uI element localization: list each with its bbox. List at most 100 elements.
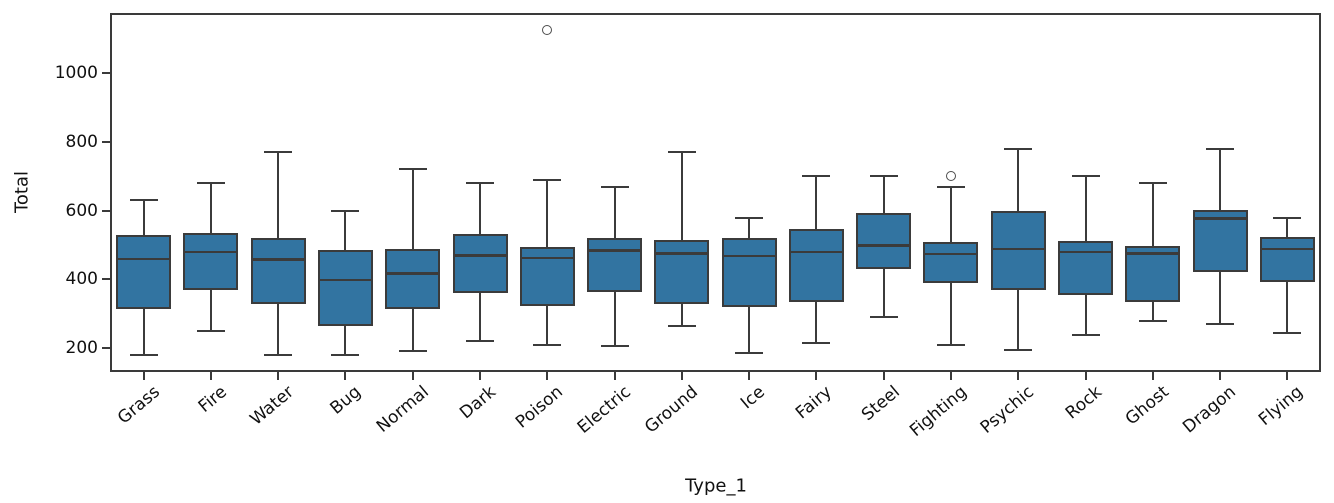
whisker-cap-high-grass	[129, 199, 158, 202]
median-fairy	[790, 250, 842, 254]
whisker-cap-high-water	[264, 151, 293, 154]
x-tick-label-ghost: Ghost	[1121, 382, 1173, 430]
x-tick-label-fighting: Fighting	[906, 382, 971, 441]
whisker-cap-high-bug	[331, 209, 360, 212]
y-tick-label: 600	[65, 200, 98, 221]
whisker-cap-high-ground	[667, 151, 696, 154]
x-tick-mark	[949, 372, 952, 380]
whisker-cap-low-dragon	[1206, 323, 1235, 326]
whisker-cap-low-dark	[466, 340, 495, 343]
y-tick-mark	[102, 278, 110, 281]
x-tick-mark	[142, 372, 145, 380]
y-tick-label: 400	[65, 269, 98, 290]
x-tick-label-psychic: Psychic	[976, 382, 1039, 438]
median-water	[252, 258, 304, 261]
median-dragon	[1194, 217, 1246, 220]
whisker-cap-low-electric	[600, 344, 629, 347]
x-tick-label-flying: Flying	[1255, 382, 1308, 431]
x-axis-label: Type_1	[685, 475, 747, 497]
x-tick-mark	[815, 372, 818, 380]
whisker-cap-high-steel	[869, 175, 898, 178]
x-tick-mark	[1219, 372, 1222, 380]
x-tick-mark	[209, 372, 212, 380]
x-tick-mark	[882, 372, 885, 380]
whisker-cap-low-water	[264, 354, 293, 357]
x-tick-mark	[1151, 372, 1154, 380]
median-grass	[118, 257, 170, 261]
x-tick-label-poison: Poison	[512, 382, 568, 433]
whisker-cap-high-ice	[735, 216, 764, 219]
x-tick-mark	[479, 372, 482, 380]
median-fire	[185, 250, 237, 254]
whisker-cap-high-poison	[533, 178, 562, 181]
median-electric	[589, 249, 641, 252]
whisker-cap-high-flying	[1273, 216, 1302, 219]
median-flying	[1261, 247, 1313, 251]
x-tick-mark	[1017, 372, 1020, 380]
x-tick-label-grass: Grass	[113, 382, 164, 429]
median-fighting	[925, 252, 977, 256]
box-electric	[587, 238, 643, 292]
x-tick-label-normal: Normal	[372, 382, 433, 437]
y-tick-mark	[102, 209, 110, 212]
box-rock	[1058, 240, 1114, 295]
y-tick-mark	[102, 72, 110, 75]
x-tick-mark	[546, 372, 549, 380]
plot-area	[110, 13, 1321, 372]
box-fairy	[788, 228, 844, 303]
box-poison	[519, 246, 575, 306]
box-bug	[317, 249, 373, 326]
whisker-cap-low-steel	[869, 315, 898, 318]
x-tick-label-ice: Ice	[737, 382, 769, 414]
x-tick-label-ground: Ground	[640, 382, 702, 438]
box-ground	[654, 239, 710, 304]
whisker-cap-low-rock	[1071, 333, 1100, 336]
x-tick-mark	[411, 372, 414, 380]
median-bug	[319, 278, 371, 282]
x-tick-mark	[748, 372, 751, 380]
box-fighting	[923, 242, 979, 283]
x-tick-label-dragon: Dragon	[1179, 382, 1240, 438]
x-tick-label-fairy: Fairy	[792, 382, 837, 424]
whisker-cap-low-flying	[1273, 331, 1302, 334]
x-tick-mark	[1286, 372, 1289, 380]
whisker-cap-low-normal	[398, 350, 427, 353]
whisker-cap-low-ground	[667, 324, 696, 327]
y-tick-label: 1000	[54, 63, 98, 84]
median-ice	[723, 254, 775, 258]
x-tick-label-electric: Electric	[573, 382, 635, 438]
median-rock	[1060, 250, 1112, 254]
median-poison	[521, 256, 573, 260]
y-axis-label: Total	[11, 170, 33, 214]
box-dark	[452, 234, 508, 293]
whisker-cap-high-ghost	[1138, 182, 1167, 185]
median-steel	[858, 244, 910, 247]
box-ghost	[1125, 245, 1181, 302]
outlier-poison	[542, 25, 553, 36]
whisker-cap-low-fairy	[802, 341, 831, 344]
whisker-cap-low-fighting	[936, 343, 965, 346]
box-fire	[183, 232, 239, 290]
x-tick-label-water: Water	[246, 382, 299, 430]
x-tick-mark	[1084, 372, 1087, 380]
whisker-cap-low-grass	[129, 354, 158, 357]
box-flying	[1259, 237, 1315, 282]
box-dragon	[1192, 210, 1248, 272]
whisker-cap-high-fighting	[936, 185, 965, 188]
x-tick-label-steel: Steel	[857, 382, 904, 426]
box-normal	[385, 248, 441, 310]
whisker-cap-high-electric	[600, 185, 629, 188]
x-tick-label-dark: Dark	[456, 382, 500, 424]
median-normal	[387, 272, 439, 275]
x-tick-label-bug: Bug	[327, 382, 366, 419]
whisker-cap-low-fire	[196, 330, 225, 333]
whisker-cap-low-bug	[331, 354, 360, 357]
y-tick-label: 800	[65, 131, 98, 152]
median-ghost	[1127, 252, 1179, 255]
box-water	[250, 238, 306, 304]
y-tick-label: 200	[65, 338, 98, 359]
whisker-cap-high-normal	[398, 168, 427, 171]
x-tick-mark	[344, 372, 347, 380]
whisker-cap-low-poison	[533, 343, 562, 346]
